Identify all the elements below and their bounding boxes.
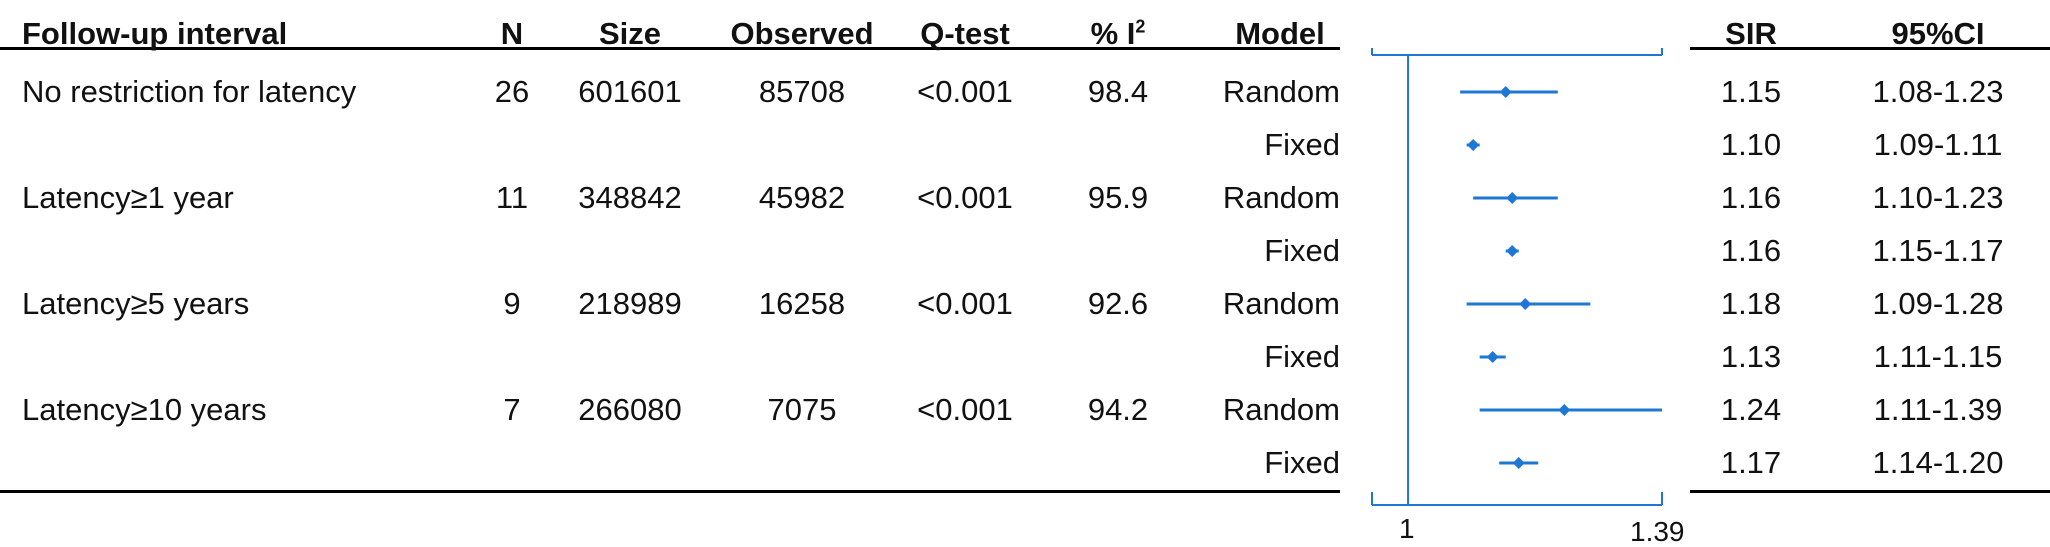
header-follow-up-interval: Follow-up interval <box>22 16 288 51</box>
cell-q-test: <0.001 <box>917 286 1013 321</box>
cell-model: Random <box>1222 180 1340 215</box>
cell-95ci: 1.14-1.20 <box>1872 445 2004 480</box>
cell-95ci: 1.08-1.23 <box>1872 74 2004 109</box>
cell-size: 601601 <box>578 74 682 109</box>
cell-i-squared: 98.4 <box>1087 74 1149 109</box>
bottom-rule-right <box>1690 490 2050 493</box>
cell-model: Fixed <box>1264 339 1340 374</box>
header-q-test: Q-test <box>920 16 1010 51</box>
cell-model: Random <box>1222 392 1340 427</box>
cell-model: Random <box>1222 74 1340 109</box>
header-i-squared-superscript: 2 <box>1135 16 1146 37</box>
cell-i-squared: 92.6 <box>1087 286 1149 321</box>
cell-sir: 1.16 <box>1720 180 1782 215</box>
header-observed: Observed <box>730 16 874 51</box>
cell-q-test: <0.001 <box>917 392 1013 427</box>
header-model: Model <box>1235 16 1325 51</box>
cell-95ci: 1.15-1.17 <box>1872 233 2004 268</box>
cell-q-test: <0.001 <box>917 180 1013 215</box>
header-n: N <box>500 16 524 51</box>
estimate-marker <box>1499 86 1512 98</box>
cell-q-test: <0.001 <box>917 74 1013 109</box>
header-sir: SIR <box>1725 16 1777 51</box>
cell-95ci: 1.10-1.23 <box>1872 180 2004 215</box>
cell-95ci: 1.09-1.11 <box>1873 127 2003 162</box>
cell-observed: 85708 <box>758 74 846 109</box>
cell-n: 9 <box>503 286 521 321</box>
cell-model: Fixed <box>1264 233 1340 268</box>
cell-observed: 16258 <box>758 286 846 321</box>
top-rule-right <box>1690 47 2050 50</box>
cell-model: Fixed <box>1264 445 1340 480</box>
cell-95ci: 1.09-1.28 <box>1872 286 2004 321</box>
cell-size: 348842 <box>578 180 682 215</box>
cell-model: Random <box>1222 286 1340 321</box>
cell-95ci: 1.11-1.39 <box>1873 392 2003 427</box>
cell-i-squared: 94.2 <box>1087 392 1149 427</box>
estimate-marker <box>1506 192 1519 204</box>
cell-sir: 1.13 <box>1720 339 1782 374</box>
cell-observed: 45982 <box>758 180 846 215</box>
estimate-marker <box>1519 298 1532 310</box>
cell-sir: 1.24 <box>1720 392 1782 427</box>
cell-size: 218989 <box>578 286 682 321</box>
header-95ci: 95%CI <box>1891 16 1985 51</box>
x-tick-label-1-39: 1.39 <box>1630 516 1685 547</box>
cell-n: 26 <box>494 74 530 109</box>
cell-interval: Latency≥1 year <box>22 180 234 215</box>
cell-sir: 1.16 <box>1720 233 1782 268</box>
x-tick-label-1: 1 <box>1399 513 1415 544</box>
top-rule-left <box>0 47 1340 50</box>
estimate-marker <box>1512 457 1525 469</box>
cell-n: 7 <box>503 392 521 427</box>
cell-sir: 1.15 <box>1720 74 1782 109</box>
cell-95ci: 1.11-1.15 <box>1873 339 2003 374</box>
cell-interval: Latency≥10 years <box>22 392 267 427</box>
cell-interval: Latency≥5 years <box>22 286 250 321</box>
header-size: Size <box>598 16 662 51</box>
cell-sir: 1.10 <box>1720 127 1782 162</box>
cell-n: 11 <box>495 180 529 215</box>
bottom-rule-left <box>0 490 1340 493</box>
estimate-marker <box>1506 245 1519 257</box>
estimate-marker <box>1467 139 1480 151</box>
cell-i-squared: 95.9 <box>1087 180 1149 215</box>
header-i-squared: % I2 <box>1090 16 1146 51</box>
estimate-marker <box>1558 404 1571 416</box>
cell-sir: 1.18 <box>1720 286 1782 321</box>
cell-size: 266080 <box>578 392 682 427</box>
cell-sir: 1.17 <box>1720 445 1782 480</box>
cell-observed: 7075 <box>767 392 837 427</box>
cell-model: Fixed <box>1264 127 1340 162</box>
estimate-marker <box>1486 351 1499 363</box>
cell-interval: No restriction for latency <box>22 74 357 109</box>
